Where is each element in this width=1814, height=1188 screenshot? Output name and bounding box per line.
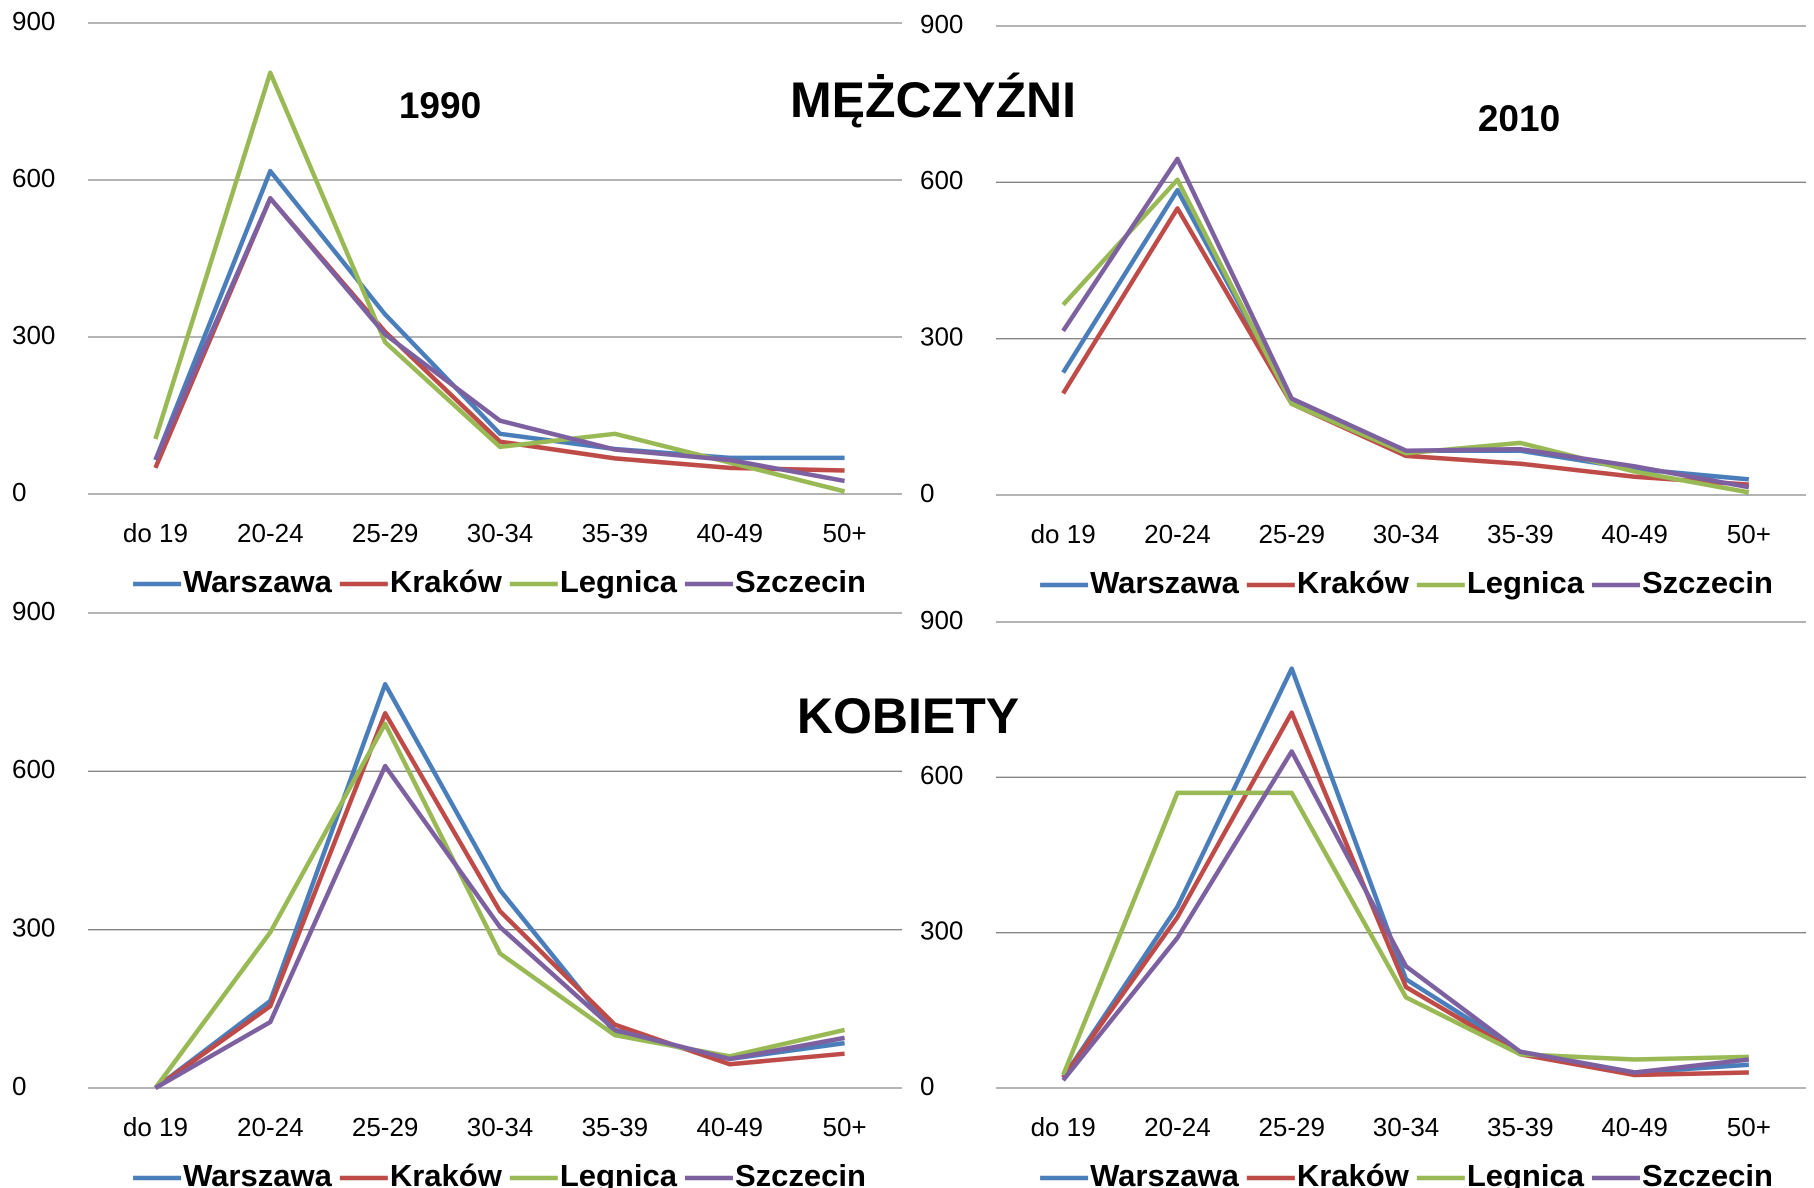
legend: Warszawa Kraków Legnica Szczecin bbox=[1040, 565, 1773, 600]
x-tick-label: do 19 bbox=[1031, 1112, 1096, 1142]
legend-label: Legnica bbox=[1467, 565, 1585, 600]
series-line bbox=[1061, 790, 1749, 1076]
y-tick-label: 600 bbox=[12, 163, 55, 193]
x-tick-label: 35-39 bbox=[582, 1112, 649, 1142]
series-line bbox=[153, 70, 846, 494]
x-tick-label: 25-29 bbox=[1258, 519, 1325, 549]
y-tick-label: 0 bbox=[12, 477, 26, 507]
y-tick-label: 300 bbox=[12, 320, 55, 350]
chart-title: 1990 bbox=[399, 85, 481, 126]
x-tick-label: 20-24 bbox=[237, 518, 304, 548]
chart-title: 2010 bbox=[1478, 98, 1560, 139]
x-tick-label: 50+ bbox=[823, 1112, 867, 1142]
legend-label: Szczecin bbox=[735, 1158, 866, 1188]
legend-label: Legnica bbox=[1467, 1158, 1585, 1188]
series-line bbox=[1061, 156, 1750, 490]
series-line bbox=[1061, 206, 1750, 487]
legend-label: Kraków bbox=[1297, 565, 1410, 600]
x-tick-label: 50+ bbox=[1727, 1112, 1771, 1142]
x-tick-label: 35-39 bbox=[1487, 1112, 1554, 1142]
series-line bbox=[154, 711, 845, 1090]
x-tick-label: 25-29 bbox=[352, 1112, 419, 1142]
x-tick-label: 30-34 bbox=[467, 1112, 534, 1142]
series-line bbox=[153, 721, 846, 1090]
x-tick-label: 30-34 bbox=[1373, 1112, 1440, 1142]
x-tick-label: 20-24 bbox=[1144, 1112, 1211, 1142]
x-tick-label: 30-34 bbox=[1373, 519, 1440, 549]
x-tick-label: 35-39 bbox=[1487, 519, 1554, 549]
series-line bbox=[1061, 710, 1749, 1079]
heading: KOBIETY bbox=[797, 688, 1019, 744]
heading: MĘŻCZYŹNI bbox=[790, 72, 1076, 128]
legend: Warszawa Kraków Legnica Szczecin bbox=[133, 564, 866, 599]
y-tick-label: 900 bbox=[920, 605, 963, 635]
x-tick-label: 40-49 bbox=[696, 518, 763, 548]
x-tick-label: 35-39 bbox=[582, 518, 649, 548]
y-tick-label: 0 bbox=[12, 1071, 26, 1101]
series-line bbox=[1061, 666, 1750, 1079]
legend-label: Szczecin bbox=[1642, 565, 1773, 600]
y-tick-label: 300 bbox=[920, 322, 963, 352]
series-line bbox=[1061, 187, 1750, 482]
legend: Warszawa Kraków Legnica Szczecin bbox=[133, 1158, 866, 1188]
y-tick-label: 300 bbox=[12, 913, 55, 943]
y-tick-label: 600 bbox=[12, 754, 55, 784]
legend-label: Warszawa bbox=[183, 1158, 333, 1188]
legend-label: Warszawa bbox=[1090, 1158, 1240, 1188]
y-tick-label: 900 bbox=[920, 9, 963, 39]
series-line bbox=[153, 196, 845, 473]
legend-label: Legnica bbox=[560, 1158, 678, 1188]
legend-label: Warszawa bbox=[1090, 565, 1240, 600]
y-tick-label: 600 bbox=[920, 760, 963, 790]
x-tick-label: 20-24 bbox=[1144, 519, 1211, 549]
legend-label: Legnica bbox=[560, 564, 678, 599]
x-tick-label: do 19 bbox=[123, 518, 188, 548]
legend: Warszawa Kraków Legnica Szczecin bbox=[1040, 1158, 1773, 1188]
x-tick-label: 50+ bbox=[1727, 519, 1771, 549]
x-tick-label: 40-49 bbox=[696, 1112, 763, 1142]
legend-label: Szczecin bbox=[735, 564, 866, 599]
x-tick-label: 50+ bbox=[823, 518, 867, 548]
series-line bbox=[153, 168, 845, 461]
x-tick-label: 20-24 bbox=[237, 1112, 304, 1142]
legend-label: Kraków bbox=[1297, 1158, 1410, 1188]
y-tick-label: 900 bbox=[12, 596, 55, 626]
y-tick-label: 900 bbox=[12, 6, 55, 36]
legend-label: Szczecin bbox=[1642, 1158, 1773, 1188]
x-tick-label: do 19 bbox=[1031, 519, 1096, 549]
y-tick-label: 0 bbox=[920, 1071, 934, 1101]
y-tick-label: 600 bbox=[920, 165, 963, 195]
legend-label: Kraków bbox=[390, 564, 503, 599]
x-tick-label: do 19 bbox=[123, 1112, 188, 1142]
series-line bbox=[154, 763, 845, 1090]
y-tick-label: 0 bbox=[920, 478, 934, 508]
y-tick-label: 300 bbox=[920, 916, 963, 946]
x-tick-label: 25-29 bbox=[352, 518, 419, 548]
legend-label: Kraków bbox=[390, 1158, 503, 1188]
series-line bbox=[1061, 749, 1750, 1082]
x-tick-label: 40-49 bbox=[1601, 519, 1668, 549]
x-tick-label: 40-49 bbox=[1601, 1112, 1668, 1142]
series-line bbox=[153, 196, 845, 484]
series-line bbox=[1061, 177, 1750, 495]
legend-label: Warszawa bbox=[183, 564, 333, 599]
x-tick-label: 25-29 bbox=[1258, 1112, 1325, 1142]
x-tick-label: 30-34 bbox=[467, 518, 534, 548]
